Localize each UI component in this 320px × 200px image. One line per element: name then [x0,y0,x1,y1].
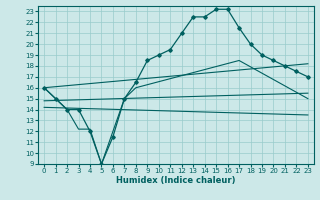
X-axis label: Humidex (Indice chaleur): Humidex (Indice chaleur) [116,176,236,185]
